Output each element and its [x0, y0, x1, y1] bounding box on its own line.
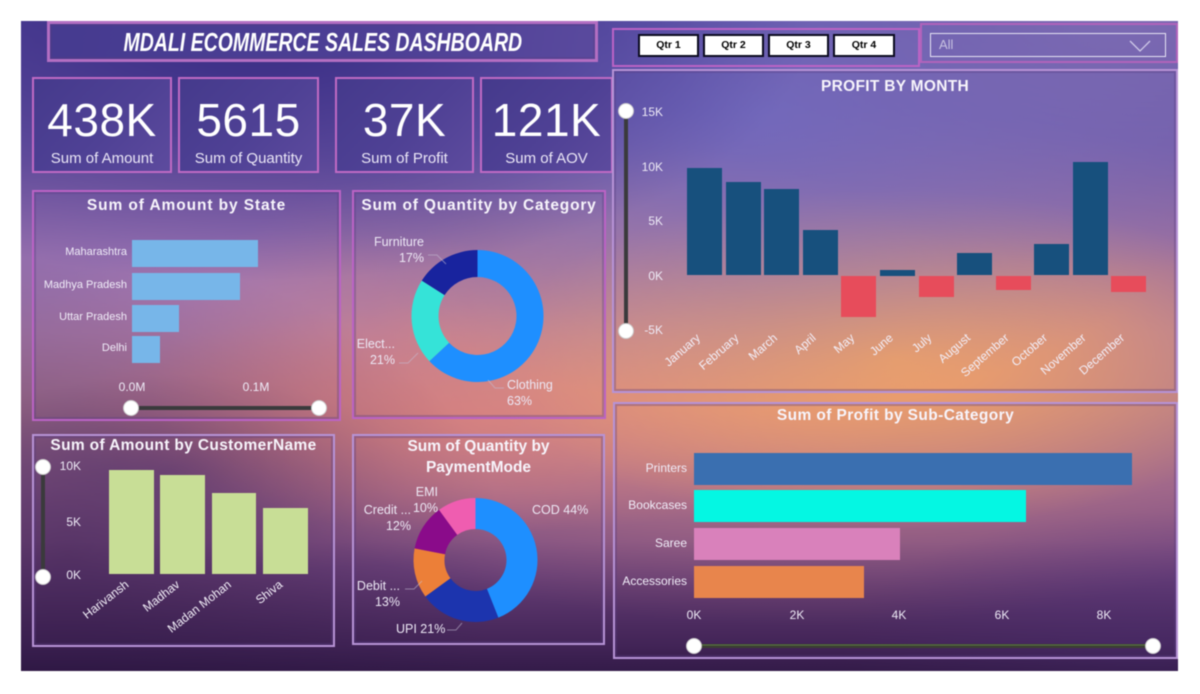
svg-text:February: February	[696, 331, 741, 373]
svg-text:June: June	[867, 330, 896, 358]
svg-text:March: March	[746, 331, 780, 363]
svg-text:Harivansh: Harivansh	[80, 577, 131, 621]
svg-text:Madhav: Madhav	[140, 577, 182, 614]
svg-text:May: May	[831, 331, 857, 356]
svg-text:April: April	[791, 331, 818, 357]
svg-text:Shiva: Shiva	[253, 577, 286, 607]
svg-text:July: July	[909, 331, 934, 356]
